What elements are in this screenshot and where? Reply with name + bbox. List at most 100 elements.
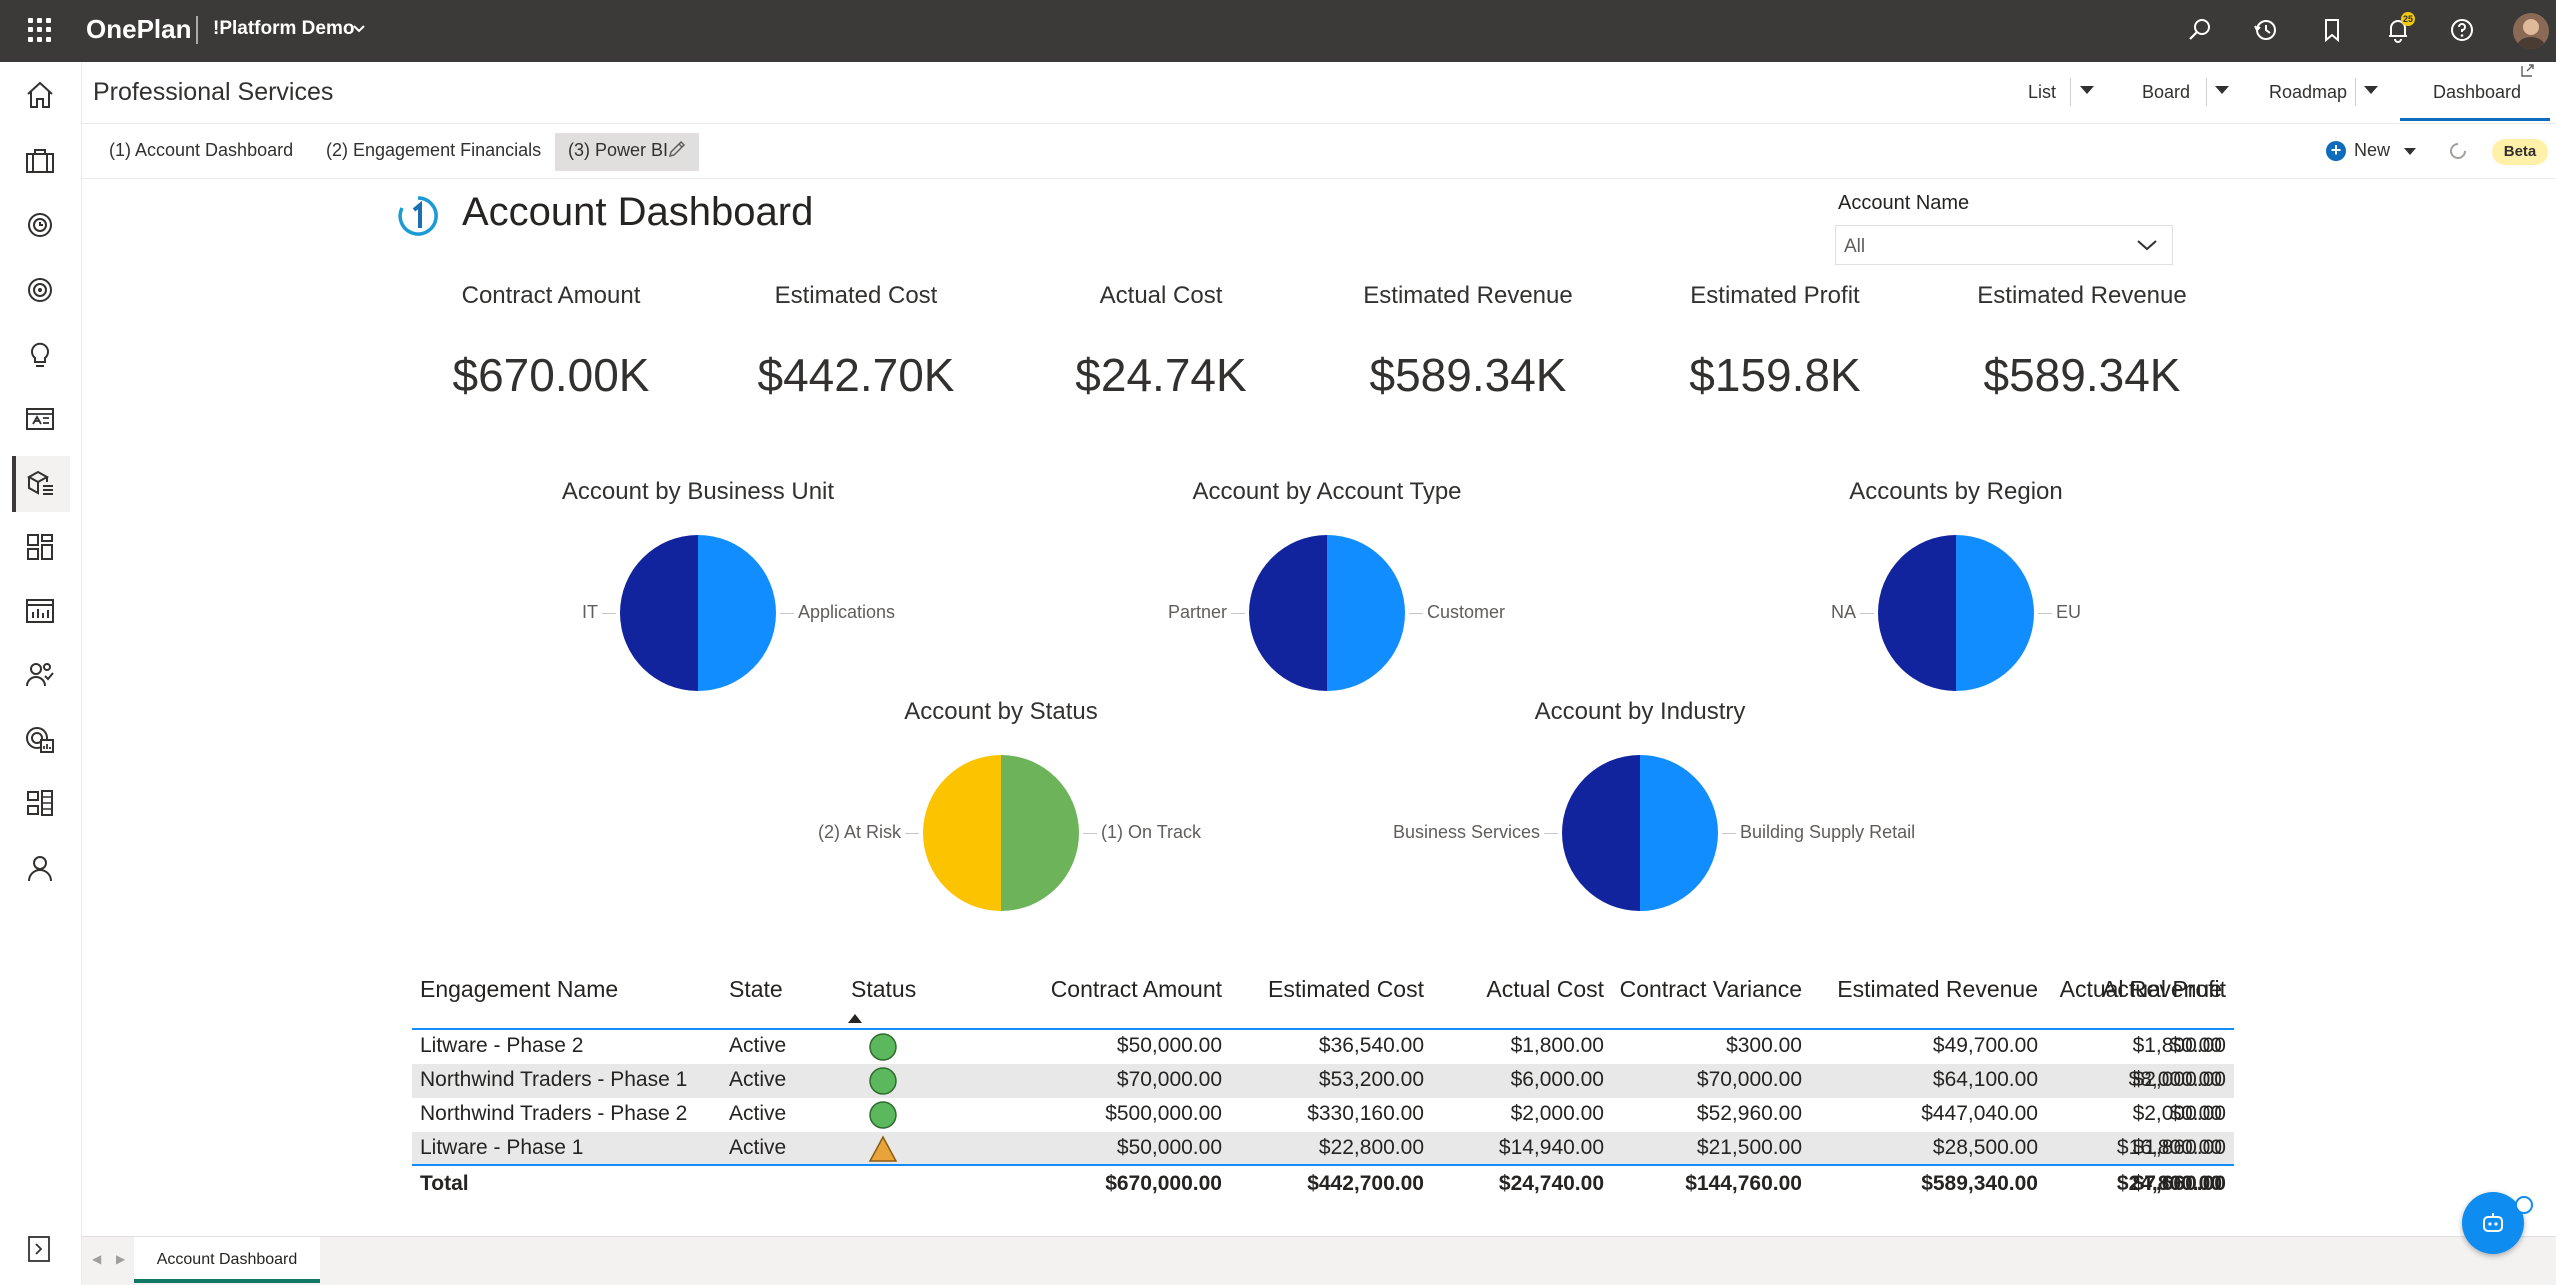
timesheet-icon[interactable] <box>23 208 57 242</box>
sort-ascending-icon[interactable] <box>848 1014 862 1023</box>
value-cell: $14,940.00 <box>1498 1136 1604 1159</box>
pie-chart[interactable] <box>1562 755 1718 911</box>
reports-icon[interactable] <box>23 594 57 628</box>
pie-slice[interactable] <box>1249 535 1327 691</box>
value-cell: $2,000.00 <box>2132 1102 2226 1125</box>
pie-slice[interactable] <box>620 535 698 691</box>
table-row[interactable]: Litware - Phase 2 Active $50,000.00 $36,540… <box>412 1030 2234 1064</box>
org-chart-icon[interactable] <box>23 786 57 820</box>
pie-label: NA <box>1830 602 1856 622</box>
rail-active-indicator <box>12 456 70 512</box>
column-header-contract-amount[interactable]: Contract Amount <box>1050 976 1222 1002</box>
user-icon[interactable] <box>23 852 57 886</box>
resource-planning-icon[interactable] <box>23 722 57 756</box>
page-title: Professional Services <box>93 78 334 106</box>
subtab-engagement-financials[interactable]: (2) Engagement Financials <box>326 140 542 160</box>
state-cell: Active <box>729 1068 787 1091</box>
refresh-icon[interactable] <box>2446 139 2470 163</box>
kpi-value: $442.70K <box>757 349 955 401</box>
pie-chart[interactable] <box>1878 535 2034 691</box>
column-header-status[interactable]: Status <box>851 976 917 1002</box>
column-header-actual-profit[interactable]: Actual Profit <box>2102 976 2226 1002</box>
view-tab-roadmap[interactable]: Roadmap <box>2269 82 2348 102</box>
value-cell: $2,000.00 <box>1510 1102 1604 1125</box>
view-divider <box>2070 78 2071 106</box>
roadmap-dropdown-caret-icon[interactable] <box>2364 86 2378 94</box>
new-dropdown-caret-icon[interactable] <box>2404 148 2416 155</box>
leader-line <box>1083 833 1097 834</box>
chevron-down-icon <box>2137 240 2157 251</box>
account-filter-label: Account Name <box>1838 192 1970 214</box>
subtab-power-bi[interactable]: (3) Power BI <box>568 140 669 160</box>
pie-slice[interactable] <box>1956 535 2034 691</box>
value-cell: $0.00 <box>2169 1102 2222 1125</box>
pie-chart[interactable] <box>620 535 776 691</box>
previous-page-icon[interactable]: ◀ <box>92 1252 102 1266</box>
table-row[interactable]: Northwind Traders - Phase 1 Active $70,000… <box>412 1064 2234 1098</box>
engagement-name-cell: Litware - Phase 1 <box>420 1136 584 1159</box>
target-icon[interactable] <box>23 273 57 307</box>
account-filter-dropdown[interactable]: All <box>1835 225 2173 265</box>
value-cell: $49,700.00 <box>1932 1034 2038 1057</box>
kpi-label: Estimated Revenue <box>1977 282 2187 309</box>
value-cell: $300.00 <box>1726 1034 1802 1057</box>
value-cell: $447,040.00 <box>1921 1102 2038 1125</box>
portfolio-grid-icon[interactable] <box>23 530 57 564</box>
help-icon[interactable] <box>2448 16 2476 44</box>
next-page-icon[interactable]: ▶ <box>116 1252 126 1266</box>
pie-slice[interactable] <box>1878 535 1956 691</box>
table-row[interactable]: Northwind Traders - Phase 2 Active $500,00… <box>412 1098 2234 1132</box>
value-cell: $21,500.00 <box>1696 1136 1802 1159</box>
app-launcher-icon[interactable] <box>28 18 52 42</box>
pie-label: Building Supply Retail <box>1740 822 1916 842</box>
bell-icon[interactable] <box>2384 16 2412 44</box>
popout-icon[interactable] <box>2520 64 2534 78</box>
pie-label: Partner <box>1167 602 1227 622</box>
pie-slice[interactable] <box>1640 755 1718 911</box>
lightbulb-icon[interactable] <box>23 338 57 372</box>
resources-icon[interactable] <box>23 658 57 692</box>
view-tab-list[interactable]: List <box>2028 82 2057 102</box>
assistant-bot-button[interactable] <box>2462 1192 2524 1254</box>
column-header-actual-cost[interactable]: Actual Cost <box>1486 976 1604 1002</box>
pie-slice[interactable] <box>923 755 1001 911</box>
dashboard-icon[interactable] <box>23 402 57 436</box>
expand-rail-icon[interactable] <box>26 1234 52 1264</box>
subtab-account-dashboard[interactable]: (1) Account Dashboard <box>109 140 294 160</box>
view-divider <box>2355 78 2356 106</box>
briefcase-icon[interactable] <box>23 144 57 178</box>
kpi-value: $589.34K <box>1369 349 1567 401</box>
board-dropdown-caret-icon[interactable] <box>2215 86 2229 94</box>
workspace-selector[interactable]: !Platform Demo <box>213 18 355 39</box>
column-header-estimated-cost[interactable]: Estimated Cost <box>1268 976 1424 1002</box>
new-button[interactable]: New <box>2354 140 2391 160</box>
pie-slice[interactable] <box>1327 535 1405 691</box>
engagement-name-cell: Litware - Phase 2 <box>420 1034 584 1057</box>
view-tab-dashboard[interactable]: Dashboard <box>2433 82 2522 102</box>
packages-icon[interactable] <box>23 466 57 500</box>
page-tab-account-dashboard[interactable]: Account Dashboard <box>134 1237 320 1283</box>
bookmark-icon[interactable] <box>2318 16 2346 44</box>
home-icon[interactable] <box>23 78 57 112</box>
kpi-card: Contract Amount $670.00K <box>401 282 701 402</box>
column-header-state[interactable]: State <box>729 976 783 1002</box>
avatar[interactable] <box>2513 13 2549 49</box>
pie-slice[interactable] <box>1001 755 1079 911</box>
view-tab-board[interactable]: Board <box>2142 82 2191 102</box>
pie-chart[interactable] <box>1249 535 1405 691</box>
column-header-estimated-revenue[interactable]: Estimated Revenue <box>1837 976 2038 1002</box>
plus-icon[interactable]: + <box>2326 141 2346 161</box>
pie-slice[interactable] <box>698 535 776 691</box>
brand-name[interactable]: OnePlan <box>86 14 192 44</box>
history-icon[interactable] <box>2252 16 2280 44</box>
search-icon[interactable] <box>2186 16 2214 44</box>
column-header-actual-revenue[interactable]: Actual Revenue <box>2059 976 2222 1002</box>
table-row[interactable]: Litware - Phase 1 Active $50,000.00 $22,800… <box>412 1132 2234 1166</box>
pie-chart[interactable] <box>923 755 1079 911</box>
list-dropdown-caret-icon[interactable] <box>2080 86 2094 94</box>
column-header-contract-variance[interactable]: Contract Variance <box>1619 976 1802 1002</box>
pencil-icon[interactable] <box>667 139 687 159</box>
chevron-down-icon[interactable] <box>352 22 366 36</box>
column-header-engagement-name[interactable]: Engagement Name <box>420 976 619 1002</box>
pie-slice[interactable] <box>1562 755 1640 911</box>
